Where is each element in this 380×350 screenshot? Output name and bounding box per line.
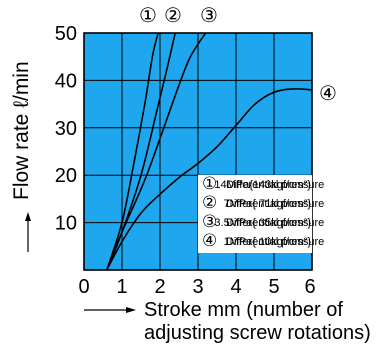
x-tick-label: 6 [304,276,315,298]
x-tick-label: 5 [268,276,279,298]
x-tick-label: 3 [192,276,203,298]
series-line-4 [106,88,313,271]
legend-label: Differential pressure [226,217,324,229]
legend-value: 14MPa{143kgf/cm²} [214,179,311,191]
series-line-1 [106,32,159,271]
legend-label: Differential pressure [226,179,324,191]
x-tick-label: 4 [230,276,241,298]
y-tick-label: 20 [55,165,77,187]
x-axis-title-line2: adjusting screw rotations) [144,322,371,344]
series-group [106,32,313,271]
y-tick-label: 10 [55,213,77,235]
y-axis-label: Flow rate ℓ/min [10,61,33,252]
y-tick-labels: 10 20 30 40 50 [55,23,77,235]
y-tick-label: 30 [55,118,77,140]
legend-value: 3.5MPa{ 35kgf/cm²} [214,217,311,229]
curve-label-2: ② [164,5,182,27]
legend-label: Differential pressure [226,198,324,210]
curve-label-4: ④ [319,83,337,105]
curve-label-1: ① [139,5,157,27]
curve-labels: ① ② ③ ④ [139,5,337,105]
x-axis-title-line1: Stroke mm (number of [144,299,343,321]
x-tick-label: 1 [116,276,127,298]
legend-value: 1MPa{ 10kgf/cm²} [224,236,312,248]
legend: ① Differential pressure14MPa{143kgf/cm²}②… [198,174,324,253]
legend-value: 7MPa{ 71kgf/cm²} [224,198,312,210]
x-tick-label: 0 [78,276,89,298]
legend-marker: ① [202,174,217,193]
legend-marker: ③ [202,212,217,231]
y-tick-label: 50 [55,23,77,45]
legend-marker: ④ [202,231,217,250]
x-tick-labels: 0 1 2 3 4 5 6 [78,276,315,298]
x-axis-label: Stroke mm (number of adjusting screw rot… [84,299,371,344]
y-tick-label: 40 [55,70,77,92]
legend-marker: ② [202,193,217,212]
legend-label: Differential pressure [226,236,324,248]
series-line-3 [106,32,207,271]
curve-label-3: ③ [200,5,218,27]
plot-border [83,32,313,271]
legend-background [198,175,312,253]
x-tick-label: 2 [154,276,165,298]
y-axis-title: Flow rate ℓ/min [10,61,33,200]
